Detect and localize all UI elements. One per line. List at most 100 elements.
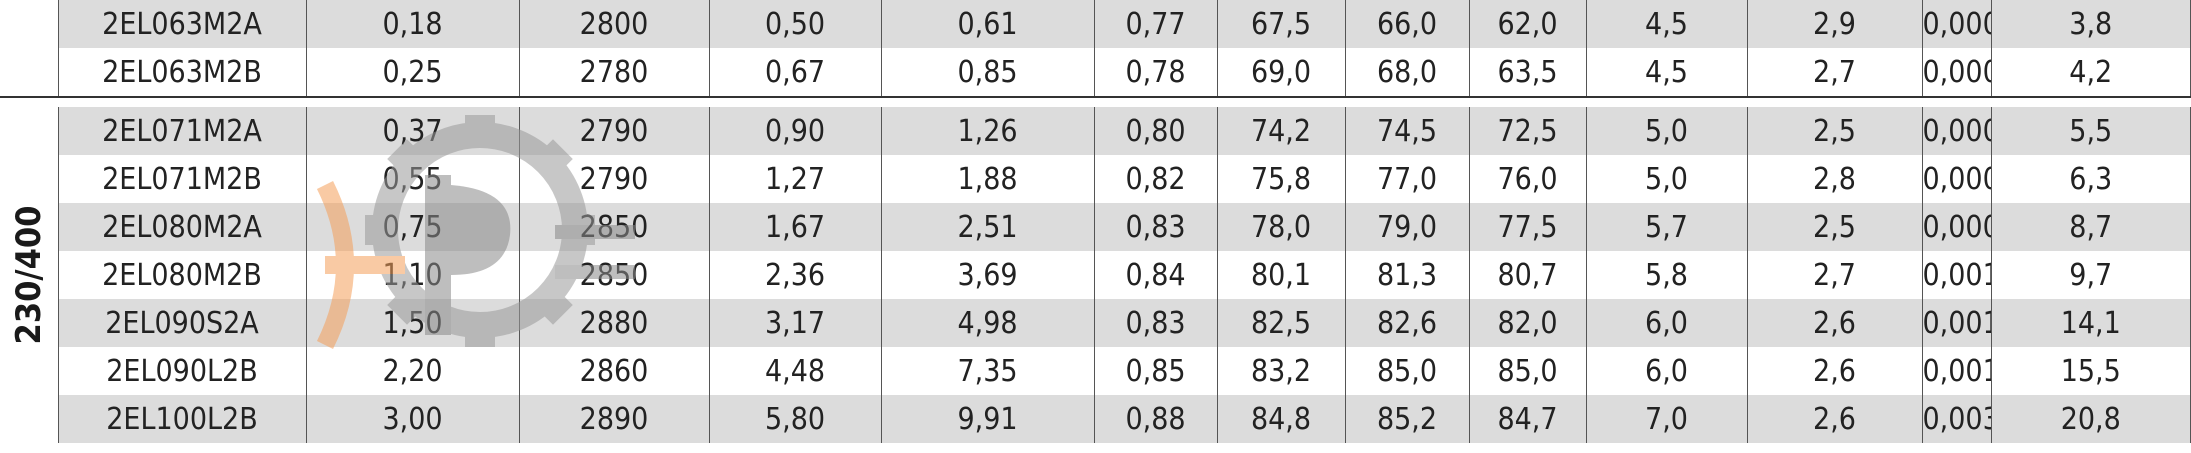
cell-torque: 5,80 bbox=[708, 395, 881, 443]
cell-torque: 0,50 bbox=[708, 0, 881, 48]
cell-inertia: 0,00178 bbox=[1921, 347, 1991, 395]
cell-is-in-ratio: 5,0 bbox=[1585, 155, 1747, 203]
cell-ts-tn-ratio: 2,5 bbox=[1746, 203, 1922, 251]
cell-ts-tn-ratio: 2,6 bbox=[1746, 395, 1922, 443]
cell-inertia: 0,00015 bbox=[1921, 48, 1991, 97]
cell-power-factor: 0,77 bbox=[1093, 0, 1217, 48]
cell-eff-50: 76,0 bbox=[1468, 155, 1586, 203]
cell-torque: 2,36 bbox=[708, 251, 881, 299]
cell-current: 4,98 bbox=[880, 299, 1094, 347]
cell-speed-rpm: 2890 bbox=[518, 395, 709, 443]
cell-is-in-ratio: 6,0 bbox=[1585, 299, 1747, 347]
cell-speed-rpm: 2850 bbox=[518, 251, 709, 299]
cell-eff-75: 82,6 bbox=[1344, 299, 1469, 347]
group-separator bbox=[0, 96, 2191, 107]
cell-inertia: 0,00103 bbox=[1921, 251, 1991, 299]
cell-inertia: 0,00380 bbox=[1921, 395, 1991, 443]
cell-eff-75: 85,0 bbox=[1344, 347, 1469, 395]
voltage-group-cell: 230/400 bbox=[0, 107, 59, 443]
cell-model: 2EL063M2B bbox=[102, 54, 262, 90]
cell-power-factor: 0,80 bbox=[1093, 107, 1217, 155]
cell-is-in-ratio: 4,5 bbox=[1585, 48, 1747, 97]
cell-current: 0,85 bbox=[880, 48, 1094, 97]
motor-data-table: 2EL063M2A 0,18 2800 0,50 0,61 0,77 67,5 66,0 62,… bbox=[0, 0, 2191, 443]
cell-power-kw: 2,20 bbox=[305, 347, 519, 395]
cell-eff-75: 81,3 bbox=[1344, 251, 1469, 299]
cell-inertia: 0,00089 bbox=[1921, 203, 1991, 251]
cell-ts-tn-ratio: 2,7 bbox=[1746, 48, 1922, 97]
cell-model: 2EL071M2A bbox=[58, 107, 306, 155]
cell-weight: 9,7 bbox=[1990, 251, 2191, 299]
cell-weight: 6,3 bbox=[1990, 155, 2191, 203]
cell-weight: 5,5 bbox=[1990, 107, 2191, 155]
cell-speed-rpm: 2790 bbox=[518, 155, 709, 203]
cell-current: 0,61 bbox=[880, 0, 1094, 48]
cell-ts-tn-ratio: 2,5 bbox=[1746, 107, 1922, 155]
cell-eff-75: 77,0 bbox=[1344, 155, 1469, 203]
cell-weight: 14,1 bbox=[1990, 299, 2191, 347]
cell-speed-rpm: 2800 bbox=[518, 0, 709, 48]
cell-model: 2EL063M2A bbox=[58, 0, 306, 48]
table-row: 2EL071M2B 0,55 2790 1,27 1,88 0,82 75,8 77,0 76,… bbox=[0, 155, 2191, 203]
cell-inertia: 0,00012 bbox=[1921, 0, 1991, 48]
cell-eff-100: 82,5 bbox=[1216, 299, 1345, 347]
cell-eff-50: 62,0 bbox=[1468, 0, 1586, 48]
table-row: 2EL090S2A 1,50 2880 3,17 4,98 0,83 82,5 82,6 82,… bbox=[0, 299, 2191, 347]
cell-eff-100: 80,1 bbox=[1216, 251, 1345, 299]
cell-speed-rpm: 2860 bbox=[518, 347, 709, 395]
cell-model: 2EL080M2A bbox=[58, 203, 306, 251]
cell-eff-100: 84,8 bbox=[1216, 395, 1345, 443]
cell-eff-75: 66,0 bbox=[1344, 0, 1469, 48]
cell-model: 2EL090S2A bbox=[58, 299, 306, 347]
cell-eff-50: 72,5 bbox=[1468, 107, 1586, 155]
cell-eff-75: 68,0 bbox=[1344, 48, 1469, 97]
cell-model: 2EL071M2B bbox=[102, 161, 262, 197]
table-row: 2EL063M2B 0,25 2780 0,67 0,85 0,78 69,0 68,0 63,… bbox=[0, 48, 2191, 97]
cell-is-in-ratio: 6,0 bbox=[1585, 347, 1747, 395]
cell-current: 3,69 bbox=[880, 251, 1094, 299]
cell-eff-100: 75,8 bbox=[1216, 155, 1345, 203]
cell-eff-100: 69,0 bbox=[1216, 48, 1345, 97]
cell-power-kw: 0,37 bbox=[305, 107, 519, 155]
cell-eff-50: 77,5 bbox=[1468, 203, 1586, 251]
cell-eff-50: 85,0 bbox=[1468, 347, 1586, 395]
cell-current: 2,51 bbox=[880, 203, 1094, 251]
cell-eff-75: 79,0 bbox=[1344, 203, 1469, 251]
cell-power-kw: 3,00 bbox=[305, 395, 519, 443]
cell-inertia: 0,00152 bbox=[1921, 299, 1991, 347]
cell-ts-tn-ratio: 2,6 bbox=[1746, 347, 1922, 395]
cell-eff-75: 85,2 bbox=[1344, 395, 1469, 443]
cell-torque: 0,90 bbox=[708, 107, 881, 155]
cell-power-factor: 0,83 bbox=[1093, 203, 1217, 251]
cell-power-kw: 0,18 bbox=[305, 0, 519, 48]
cell-current: 1,88 bbox=[880, 155, 1094, 203]
table-row: 2EL090L2B 2,20 2860 4,48 7,35 0,85 83,2 85,0 85,… bbox=[0, 347, 2191, 395]
cell-eff-50: 63,5 bbox=[1468, 48, 1586, 97]
cell-power-factor: 0,78 bbox=[1093, 48, 1217, 97]
cell-current: 1,26 bbox=[880, 107, 1094, 155]
cell-power-factor: 0,83 bbox=[1093, 299, 1217, 347]
voltage-group-cell-top bbox=[0, 0, 59, 97]
cell-model: 2EL080M2B bbox=[102, 257, 262, 293]
cell-eff-50: 80,7 bbox=[1468, 251, 1586, 299]
cell-power-factor: 0,85 bbox=[1093, 347, 1217, 395]
cell-eff-50: 84,7 bbox=[1468, 395, 1586, 443]
table-body: 2EL063M2A 0,18 2800 0,50 0,61 0,77 67,5 66,0 62,… bbox=[0, 0, 2191, 443]
cell-ts-tn-ratio: 2,7 bbox=[1746, 251, 1922, 299]
table-row: 230/400 2EL071M2A 0,37 2790 0,90 1,26 0,80 74,2… bbox=[0, 107, 2191, 443]
table-row: 2EL063M2A 0,18 2800 0,50 0,61 0,77 67,5 66,0 62,… bbox=[0, 0, 2191, 97]
cell-model: 2EL100L2B bbox=[58, 395, 306, 443]
cell-eff-100: 78,0 bbox=[1216, 203, 1345, 251]
cell-inertia: 0,00037 bbox=[1921, 155, 1991, 203]
cell-torque: 1,67 bbox=[708, 203, 881, 251]
cell-power-kw: 0,75 bbox=[305, 203, 519, 251]
cell-speed-rpm: 2790 bbox=[518, 107, 709, 155]
cell-eff-100: 74,2 bbox=[1216, 107, 1345, 155]
cell-torque: 0,67 bbox=[708, 48, 881, 97]
cell-power-kw: 0,25 bbox=[305, 48, 519, 97]
cell-power-factor: 0,82 bbox=[1093, 155, 1217, 203]
cell-power-kw: 1,50 bbox=[305, 299, 519, 347]
table-row: 2EL100L2B 3,00 2890 5,80 9,91 0,88 84,8 85,2 84,… bbox=[0, 395, 2191, 443]
cell-is-in-ratio: 7,0 bbox=[1585, 395, 1747, 443]
